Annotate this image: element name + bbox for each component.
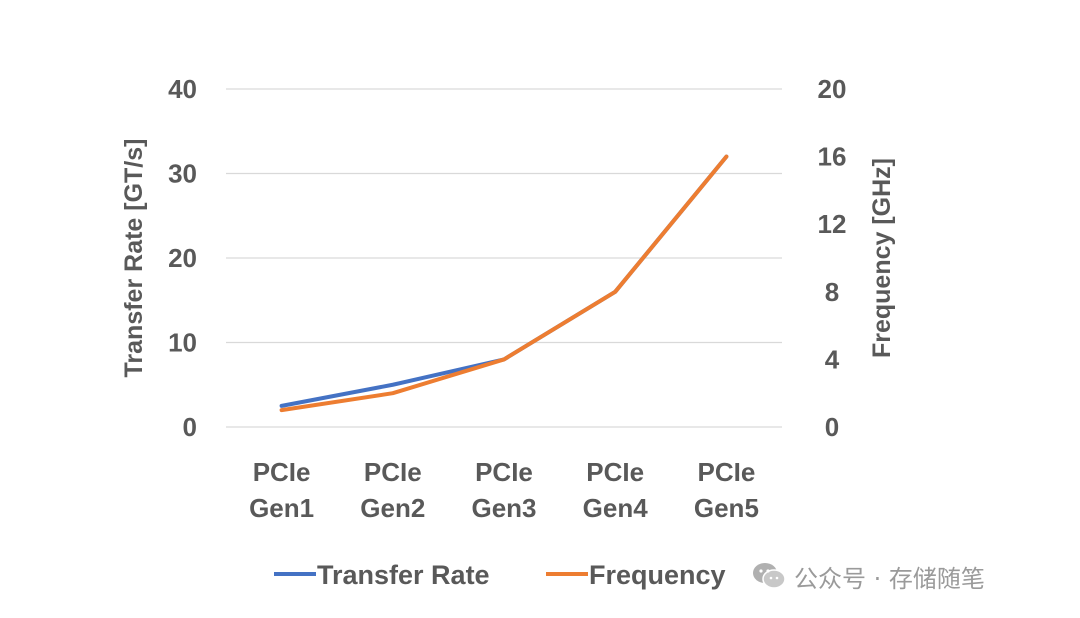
right-tick-label: 20 — [818, 74, 847, 104]
left-tick-label: 0 — [183, 412, 197, 442]
legend: Transfer Rate Frequency — [274, 560, 726, 590]
left-tick-label: 20 — [168, 243, 197, 273]
watermark-text: 公众号 · 存储随笔 — [794, 564, 985, 593]
category-label: PCIe — [364, 457, 422, 487]
left-axis-label: Transfer Rate [GT/s] — [120, 139, 148, 378]
category-label: PCIe — [253, 457, 311, 487]
category-label: Gen5 — [694, 493, 759, 523]
left-tick-label: 10 — [168, 328, 197, 358]
wechat-icon — [752, 561, 786, 591]
gridlines — [226, 88, 782, 428]
category-label: PCIe — [697, 457, 755, 487]
right-axis-ticks: 0 4 8 12 16 20 — [818, 74, 847, 442]
series-lines — [279, 154, 729, 413]
category-label: Gen4 — [583, 493, 649, 523]
category-axis-labels: PCIe Gen1 PCIe Gen2 PCIe Gen3 PCIe Gen4 PCIe Gen5 — [249, 457, 759, 523]
legend-label: Frequency — [589, 560, 726, 590]
right-tick-label: 12 — [818, 209, 847, 239]
left-axis-ticks: 0 10 20 30 40 — [168, 74, 197, 442]
right-tick-label: 8 — [825, 277, 839, 307]
series-line-transfer-rate — [279, 154, 729, 408]
category-label: Gen3 — [471, 493, 536, 523]
series-line-frequency — [279, 154, 729, 413]
category-label: Gen1 — [249, 493, 314, 523]
right-tick-label: 4 — [825, 344, 840, 374]
category-label: Gen2 — [360, 493, 425, 523]
left-tick-label: 30 — [168, 159, 197, 189]
category-label: PCIe — [475, 457, 533, 487]
category-label: PCIe — [586, 457, 644, 487]
right-tick-label: 0 — [825, 412, 839, 442]
watermark: 公众号 · 存储随笔 — [752, 558, 985, 594]
right-tick-label: 16 — [818, 142, 847, 172]
right-axis-label: Frequency [GHz] — [868, 158, 896, 358]
left-tick-label: 40 — [168, 74, 197, 104]
legend-label: Transfer Rate — [317, 560, 490, 590]
